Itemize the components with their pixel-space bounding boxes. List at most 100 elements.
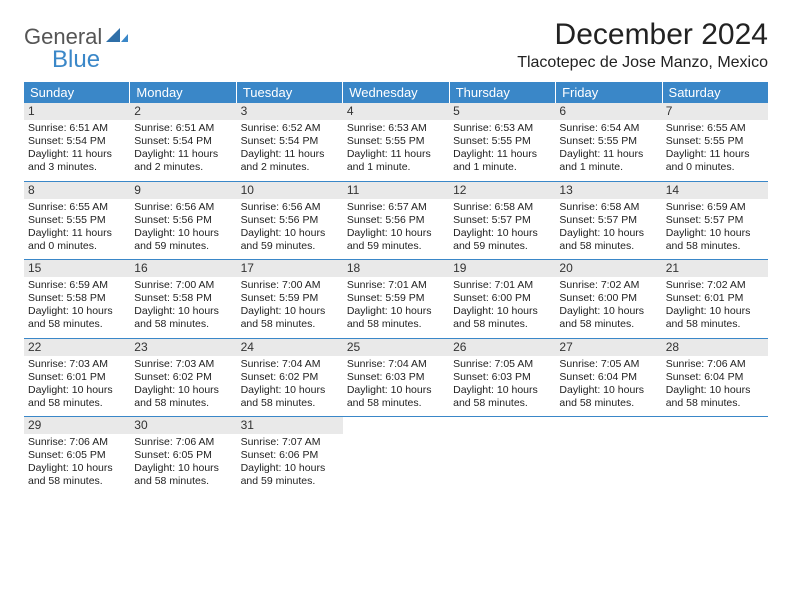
sunset-text: Sunset: 5:59 PM bbox=[241, 292, 339, 305]
day-cell: 9Sunrise: 6:56 AMSunset: 5:56 PMDaylight… bbox=[130, 182, 236, 260]
day-cell: 7Sunrise: 6:55 AMSunset: 5:55 PMDaylight… bbox=[662, 103, 768, 181]
day-cell: 12Sunrise: 6:58 AMSunset: 5:57 PMDayligh… bbox=[449, 182, 555, 260]
sunset-text: Sunset: 5:55 PM bbox=[28, 214, 126, 227]
day-cell: 25Sunrise: 7:04 AMSunset: 6:03 PMDayligh… bbox=[343, 339, 449, 417]
daylight-text: Daylight: 11 hours and 2 minutes. bbox=[241, 148, 339, 174]
daylight-text: Daylight: 10 hours and 58 minutes. bbox=[28, 384, 126, 410]
daylight-text: Daylight: 11 hours and 0 minutes. bbox=[666, 148, 764, 174]
sunset-text: Sunset: 5:58 PM bbox=[134, 292, 232, 305]
sunrise-text: Sunrise: 7:05 AM bbox=[453, 358, 551, 371]
sunset-text: Sunset: 5:59 PM bbox=[347, 292, 445, 305]
day-number: 17 bbox=[237, 260, 343, 277]
day-cell: 1Sunrise: 6:51 AMSunset: 5:54 PMDaylight… bbox=[24, 103, 130, 181]
sunrise-text: Sunrise: 6:51 AM bbox=[134, 122, 232, 135]
sunset-text: Sunset: 6:00 PM bbox=[559, 292, 657, 305]
day-cell: 14Sunrise: 6:59 AMSunset: 5:57 PMDayligh… bbox=[662, 182, 768, 260]
day-number: 29 bbox=[24, 417, 130, 434]
sunrise-text: Sunrise: 6:53 AM bbox=[453, 122, 551, 135]
day-cell bbox=[662, 417, 768, 495]
day-number: 3 bbox=[237, 103, 343, 120]
brand-logo: General Blue bbox=[24, 24, 128, 74]
daylight-text: Daylight: 11 hours and 1 minute. bbox=[347, 148, 445, 174]
day-number: 5 bbox=[449, 103, 555, 120]
sunrise-text: Sunrise: 6:55 AM bbox=[28, 201, 126, 214]
day-cell: 24Sunrise: 7:04 AMSunset: 6:02 PMDayligh… bbox=[237, 339, 343, 417]
day-number: 13 bbox=[555, 182, 661, 199]
daylight-text: Daylight: 11 hours and 2 minutes. bbox=[134, 148, 232, 174]
day-cell: 10Sunrise: 6:56 AMSunset: 5:56 PMDayligh… bbox=[237, 182, 343, 260]
daylight-text: Daylight: 10 hours and 59 minutes. bbox=[241, 462, 339, 488]
day-cell: 17Sunrise: 7:00 AMSunset: 5:59 PMDayligh… bbox=[237, 260, 343, 338]
day-cell: 31 Sunrise: 7:07 AMSunset: 6:06 PMDayligh… bbox=[237, 417, 343, 495]
sunrise-text: Sunrise: 7:05 AM bbox=[559, 358, 657, 371]
daylight-text: Daylight: 10 hours and 58 minutes. bbox=[134, 384, 232, 410]
day-number: 7 bbox=[662, 103, 768, 120]
sunset-text: Sunset: 5:57 PM bbox=[666, 214, 764, 227]
day-cell: 2 Sunrise: 6:51 AMSunset: 5:54 PMDaylight… bbox=[130, 103, 236, 181]
daylight-text: Daylight: 11 hours and 1 minute. bbox=[453, 148, 551, 174]
sunset-text: Sunset: 6:03 PM bbox=[453, 371, 551, 384]
sunrise-text: Sunrise: 6:51 AM bbox=[28, 122, 126, 135]
sunset-text: Sunset: 5:54 PM bbox=[134, 135, 232, 148]
sunset-text: Sunset: 5:55 PM bbox=[453, 135, 551, 148]
day-cell: 23Sunrise: 7:03 AMSunset: 6:02 PMDayligh… bbox=[130, 339, 236, 417]
sunrise-text: Sunrise: 7:04 AM bbox=[241, 358, 339, 371]
sunrise-text: Sunrise: 6:55 AM bbox=[666, 122, 764, 135]
daylight-text: Daylight: 10 hours and 58 minutes. bbox=[559, 227, 657, 253]
daylight-text: Daylight: 10 hours and 58 minutes. bbox=[666, 305, 764, 331]
daylight-text: Daylight: 10 hours and 58 minutes. bbox=[666, 384, 764, 410]
day-cell: 18Sunrise: 7:01 AMSunset: 5:59 PMDayligh… bbox=[343, 260, 449, 338]
dow-wednesday: Wednesday bbox=[343, 82, 449, 103]
day-cell: 26Sunrise: 7:05 AMSunset: 6:03 PMDayligh… bbox=[449, 339, 555, 417]
day-cell: 15Sunrise: 6:59 AMSunset: 5:58 PMDayligh… bbox=[24, 260, 130, 338]
day-number: 1 bbox=[24, 103, 130, 120]
title-block: December 2024 Tlacotepec de Jose Manzo, … bbox=[517, 18, 768, 72]
day-number: 6 bbox=[555, 103, 661, 120]
daylight-text: Daylight: 11 hours and 3 minutes. bbox=[28, 148, 126, 174]
sunrise-text: Sunrise: 7:06 AM bbox=[28, 436, 126, 449]
sunset-text: Sunset: 6:06 PM bbox=[241, 449, 339, 462]
sunset-text: Sunset: 6:01 PM bbox=[666, 292, 764, 305]
sunset-text: Sunset: 6:04 PM bbox=[666, 371, 764, 384]
week-row: 29Sunrise: 7:06 AMSunset: 6:05 PMDayligh… bbox=[24, 416, 768, 495]
sunrise-text: Sunrise: 6:52 AM bbox=[241, 122, 339, 135]
day-number: 21 bbox=[662, 260, 768, 277]
day-number: 14 bbox=[662, 182, 768, 199]
sunrise-text: Sunrise: 6:56 AM bbox=[134, 201, 232, 214]
day-cell: 6Sunrise: 6:54 AMSunset: 5:55 PMDaylight… bbox=[555, 103, 661, 181]
sunrise-text: Sunrise: 6:53 AM bbox=[347, 122, 445, 135]
day-cell: 16Sunrise: 7:00 AMSunset: 5:58 PMDayligh… bbox=[130, 260, 236, 338]
sunrise-text: Sunrise: 7:06 AM bbox=[666, 358, 764, 371]
daylight-text: Daylight: 10 hours and 58 minutes. bbox=[347, 384, 445, 410]
daylight-text: Daylight: 10 hours and 58 minutes. bbox=[134, 305, 232, 331]
day-number: 19 bbox=[449, 260, 555, 277]
day-cell bbox=[449, 417, 555, 495]
day-number: 8 bbox=[24, 182, 130, 199]
day-number: 31 bbox=[237, 417, 343, 434]
dow-saturday: Saturday bbox=[663, 82, 768, 103]
sunset-text: Sunset: 5:57 PM bbox=[453, 214, 551, 227]
week-row: 22Sunrise: 7:03 AMSunset: 6:01 PMDayligh… bbox=[24, 338, 768, 417]
sunset-text: Sunset: 6:02 PM bbox=[134, 371, 232, 384]
day-cell bbox=[555, 417, 661, 495]
daylight-text: Daylight: 11 hours and 0 minutes. bbox=[28, 227, 126, 253]
sunrise-text: Sunrise: 7:06 AM bbox=[134, 436, 232, 449]
day-cell: 20Sunrise: 7:02 AMSunset: 6:00 PMDayligh… bbox=[555, 260, 661, 338]
month-title: December 2024 bbox=[517, 18, 768, 52]
day-number: 2 bbox=[130, 103, 236, 120]
sunrise-text: Sunrise: 7:02 AM bbox=[666, 279, 764, 292]
day-number: 28 bbox=[662, 339, 768, 356]
sunrise-text: Sunrise: 7:07 AM bbox=[241, 436, 339, 449]
week-row: 15Sunrise: 6:59 AMSunset: 5:58 PMDayligh… bbox=[24, 259, 768, 338]
daylight-text: Daylight: 10 hours and 58 minutes. bbox=[453, 384, 551, 410]
daylight-text: Daylight: 11 hours and 1 minute. bbox=[559, 148, 657, 174]
sunset-text: Sunset: 6:02 PM bbox=[241, 371, 339, 384]
day-cell: 30Sunrise: 7:06 AMSunset: 6:05 PMDayligh… bbox=[130, 417, 236, 495]
weeks-container: 1Sunrise: 6:51 AMSunset: 5:54 PMDaylight… bbox=[24, 103, 768, 495]
sunrise-text: Sunrise: 7:03 AM bbox=[134, 358, 232, 371]
sunrise-text: Sunrise: 7:01 AM bbox=[347, 279, 445, 292]
day-number: 22 bbox=[24, 339, 130, 356]
sunset-text: Sunset: 5:54 PM bbox=[241, 135, 339, 148]
day-number: 30 bbox=[130, 417, 236, 434]
logo-word-blue: Blue bbox=[52, 46, 128, 74]
